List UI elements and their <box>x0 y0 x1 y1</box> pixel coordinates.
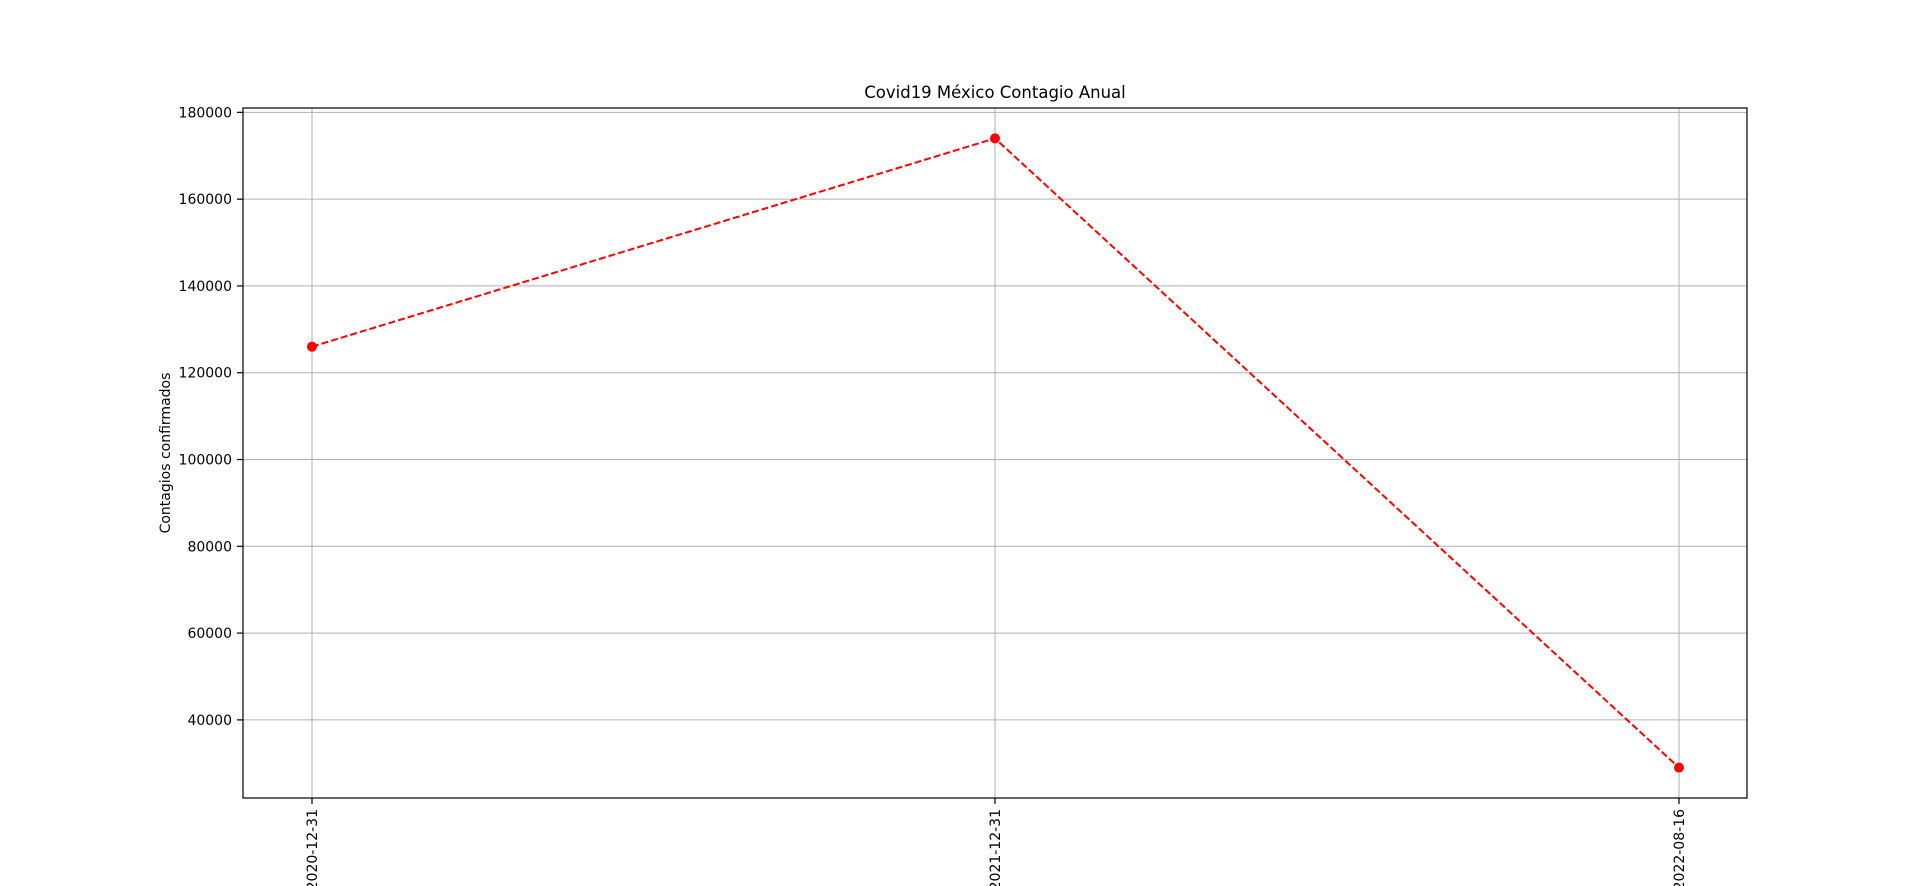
y-tick-label: 180000 <box>179 105 232 121</box>
data-point <box>307 341 317 352</box>
series-markers <box>307 133 1684 773</box>
y-tick-label: 160000 <box>179 192 232 208</box>
y-tick-label: 120000 <box>179 366 232 382</box>
data-point <box>990 133 1000 144</box>
y-tick-label: 140000 <box>179 279 232 295</box>
y-axis-label: Contagios confirmados <box>158 373 174 534</box>
y-tick-label: 40000 <box>187 713 232 729</box>
x-tick-label: 2022-08-16 <box>1672 809 1688 886</box>
chart-title: Covid19 México Contagio Anual <box>864 83 1126 102</box>
y-axis-ticks: 40000 60000 80000 100000 120000 140000 160000 1… <box>179 105 243 729</box>
y-tick-label: 80000 <box>187 539 232 555</box>
x-axis-ticks: 2020-12-31 2021-12-31 2022-08-16 <box>305 798 1688 886</box>
x-tick-label: 2020-12-31 <box>305 809 321 886</box>
data-point <box>1674 762 1684 773</box>
x-tick-label: 2021-12-31 <box>988 809 1004 886</box>
y-tick-label: 60000 <box>187 626 232 642</box>
grid <box>243 108 1747 798</box>
y-tick-label: 100000 <box>179 453 232 469</box>
